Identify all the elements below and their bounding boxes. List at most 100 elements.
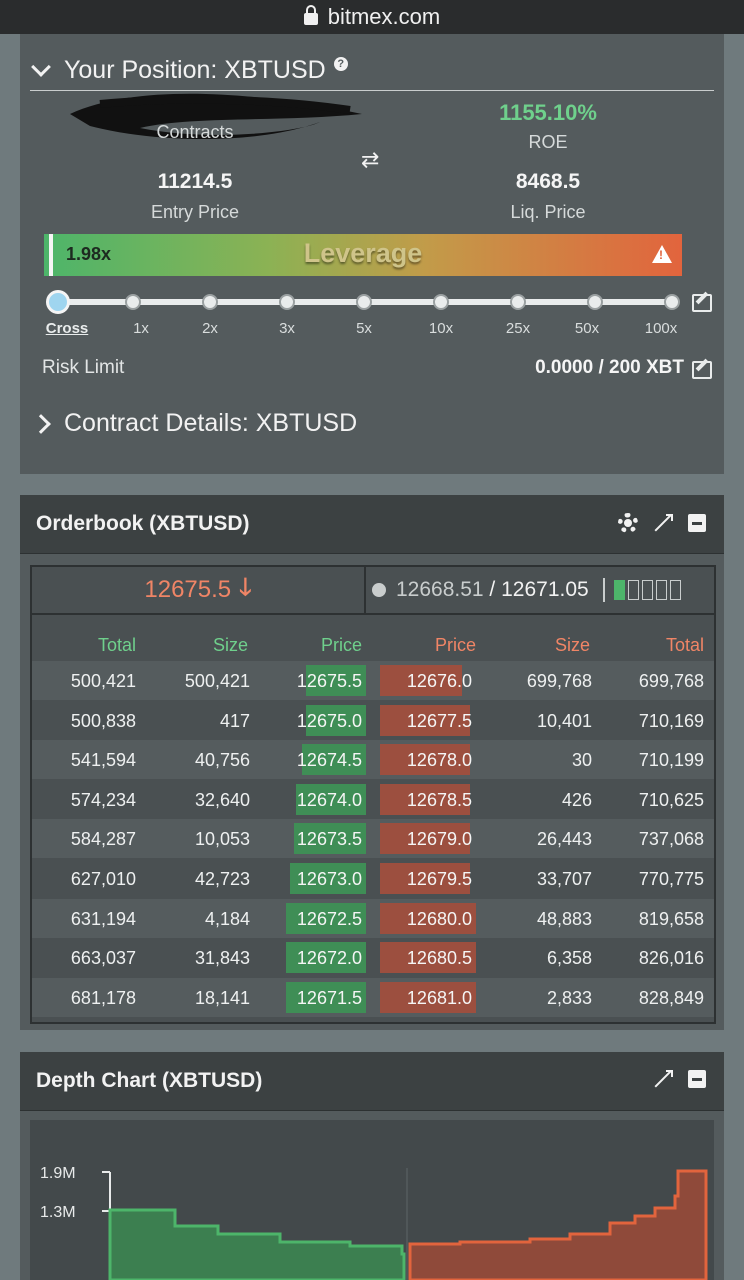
bid-price[interactable]: 12671.5: [296, 987, 362, 1008]
tick-2x[interactable]: 2x: [202, 320, 218, 337]
orderbook-row[interactable]: 500,838 417 12675.0 12677.5 10,401 710,169: [32, 701, 714, 740]
slider-knob-50x[interactable]: [587, 294, 603, 310]
swap-icon[interactable]: ⇄: [361, 147, 380, 172]
warning-icon: !: [652, 245, 672, 263]
depth-chart-panel: Depth Chart (XBTUSD) 1.9M 1.3M: [20, 1052, 724, 1280]
roe-label: ROE: [528, 132, 568, 152]
help-icon[interactable]: ?: [333, 57, 348, 71]
ask-size: 26,443: [536, 829, 592, 850]
roe-value: 1155.10%: [499, 100, 597, 125]
tick-cross[interactable]: Cross: [45, 320, 89, 337]
leverage-bar: 1.98x Leverage !: [44, 234, 682, 276]
orderbook-row[interactable]: 663,037 31,843 12672.0 12680.5 6,358 826,016: [32, 938, 714, 977]
risk-limit-value: 0.0000 / 200 XBT: [535, 357, 684, 378]
ask-total: 737,068: [638, 829, 704, 850]
slider-knob-5x[interactable]: [356, 294, 372, 310]
col-bid-size: Size: [212, 635, 248, 655]
bid-total: 500,421: [70, 671, 136, 691]
bid-total: 631,194: [70, 908, 136, 929]
tick-10x[interactable]: 10x: [428, 320, 454, 337]
orderbook-row[interactable]: 500,421 500,421 12675.5 12676.0 699,768 699,7…: [32, 661, 714, 700]
ask-price[interactable]: 12678.5: [406, 789, 472, 810]
slider-knob-100x[interactable]: [664, 294, 680, 310]
tick-3x[interactable]: 3x: [279, 320, 295, 337]
ask-price[interactable]: 12681.0: [406, 987, 472, 1008]
bid-depth-bar: [286, 942, 366, 974]
tick-25x[interactable]: 25x: [505, 320, 531, 337]
entry-price-label: Entry Price: [150, 202, 240, 222]
contracts-stat: Contracts: [65, 122, 325, 143]
bid-price[interactable]: 12675.0: [296, 710, 362, 731]
bid-price[interactable]: 12674.5: [296, 750, 362, 771]
bid-price[interactable]: 12672.5: [296, 908, 362, 929]
bid-depth-bar: [286, 902, 366, 934]
slider-knob-1x[interactable]: [125, 294, 141, 310]
last-price-value: 12675.5: [144, 576, 232, 603]
bid-size: 32,640: [194, 789, 250, 810]
tick-1x[interactable]: 1x: [133, 320, 149, 337]
bid-price[interactable]: 12673.0: [296, 869, 362, 889]
ask-price[interactable]: 12680.0: [406, 908, 472, 929]
contract-details-toggle[interactable]: Contract Details: XBTUSD: [30, 409, 357, 438]
bid-price[interactable]: 12673.5: [296, 829, 362, 850]
ask-size: 33,707: [536, 869, 592, 889]
ask-size: 699,768: [526, 671, 592, 691]
bid-price[interactable]: 12674.0: [296, 789, 362, 810]
position-header[interactable]: Your Position: XBTUSD ?: [30, 50, 714, 91]
risk-limit-label: Risk Limit: [42, 357, 125, 378]
ask-size: 48,883: [536, 908, 592, 929]
depth-chart-area[interactable]: 1.9M 1.3M: [30, 1120, 714, 1280]
ask-depth-bar: [380, 902, 476, 934]
chevron-down-icon[interactable]: [31, 57, 51, 77]
ask-price[interactable]: 12679.5: [406, 869, 472, 889]
slider-knob-3x[interactable]: [279, 294, 295, 310]
edit-risk-limit-icon[interactable]: [692, 361, 712, 379]
ask-size: 6,358: [546, 948, 592, 969]
y-tick-1-3m: 1.3M: [40, 1204, 76, 1221]
bid-depth-bar: [306, 704, 366, 736]
col-ask-total: Total: [665, 635, 704, 655]
chevron-right-icon[interactable]: [31, 413, 51, 434]
ask-price[interactable]: 12677.5: [406, 710, 472, 731]
slider-knob-10x[interactable]: [433, 294, 449, 310]
ask-size: 426: [561, 789, 592, 810]
ask-price[interactable]: 12678.0: [406, 750, 472, 771]
lock-icon: [303, 5, 318, 25]
bid-size: 4,184: [204, 908, 250, 929]
browser-url-bar[interactable]: bitmex.com: [0, 0, 744, 34]
orderbook-row[interactable]: 541,594 40,756 12674.5 12678.0 30 710,199: [32, 740, 714, 780]
bid-price[interactable]: 12672.0: [296, 948, 362, 969]
slider-knob-cross[interactable]: [46, 290, 70, 314]
minimize-icon[interactable]: [688, 1070, 706, 1088]
ask-price[interactable]: 12679.0: [406, 829, 472, 850]
orderbook-row[interactable]: 681,178 18,141 12671.5 12681.0 2,833 828,849: [32, 977, 714, 1017]
orderbook-row[interactable]: 627,010 42,723 12673.0 12679.5 33,707 770,775: [32, 859, 714, 898]
depth-chart-header: Depth Chart (XBTUSD): [20, 1052, 724, 1111]
bid-size: 417: [219, 710, 250, 731]
expand-icon[interactable]: [654, 514, 673, 532]
orderbook-summary: 12675.5 🡓 12668.51 / 12671.05: [32, 567, 714, 615]
ask-depth-bar: [380, 823, 470, 855]
contracts-label: Contracts: [156, 122, 234, 142]
slider-knob-2x[interactable]: [202, 294, 218, 310]
orderbook-columns: Total Size Price Price Size Total: [32, 625, 714, 661]
gear-icon[interactable]: [618, 513, 638, 533]
tick-5x[interactable]: 5x: [356, 320, 372, 337]
bid-depth-bar: [286, 981, 366, 1013]
minimize-icon[interactable]: [688, 514, 706, 532]
expand-icon[interactable]: [654, 1070, 673, 1088]
orderbook-row[interactable]: 631,194 4,184 12672.5 12680.0 48,883 819,658: [32, 898, 714, 938]
orderbook-row[interactable]: 584,287 10,053 12673.5 12679.0 26,443 737,068: [32, 819, 714, 859]
orderbook-row[interactable]: 574,234 32,640 12674.0 12678.5 426 710,625: [32, 780, 714, 819]
leverage-title: Leverage: [303, 238, 423, 268]
position-panel: Your Position: XBTUSD ? Contracts 1155.1…: [20, 34, 724, 474]
ask-price[interactable]: 12680.5: [406, 948, 472, 969]
tick-100x[interactable]: 100x: [644, 320, 678, 337]
grouping-bars-icon[interactable]: [602, 578, 681, 602]
ask-total: 770,775: [638, 869, 704, 889]
bid-price[interactable]: 12675.5: [296, 671, 362, 691]
edit-leverage-icon[interactable]: [692, 294, 712, 312]
tick-50x[interactable]: 50x: [574, 320, 600, 337]
slider-knob-25x[interactable]: [510, 294, 526, 310]
ask-price[interactable]: 12676.0: [406, 671, 472, 691]
